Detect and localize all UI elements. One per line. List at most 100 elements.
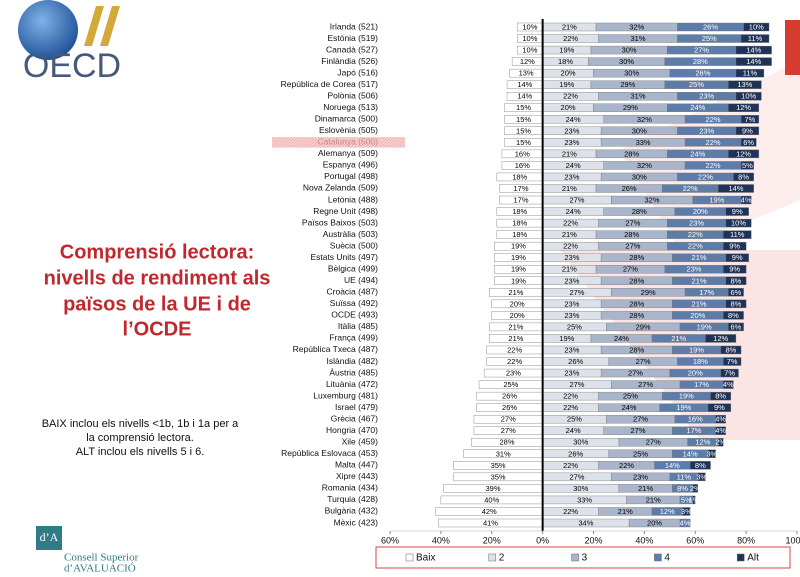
data-label: 30% (573, 484, 588, 493)
category-label: OCDE (493) (331, 310, 378, 320)
data-label: 10% (522, 22, 537, 31)
data-label: 20% (647, 518, 662, 527)
data-label: 22% (563, 92, 578, 101)
category-label: UE (494) (344, 275, 378, 285)
bar-segment (717, 438, 724, 447)
data-label: 19% (697, 322, 712, 331)
data-label: 19% (709, 196, 724, 205)
data-label: 21% (646, 495, 661, 504)
bar-segment (735, 45, 772, 55)
data-label: 9% (742, 126, 753, 135)
data-label: 23% (686, 265, 701, 274)
data-label: 22% (563, 242, 578, 251)
data-label: 28% (624, 230, 639, 239)
data-label: 21% (671, 334, 686, 343)
category-label: Bulgària (432) (325, 506, 379, 516)
data-label: 19% (679, 392, 694, 401)
data-label: 22% (688, 242, 703, 251)
logo-line: d’AVALUACIÓ (64, 563, 136, 572)
data-label: 30% (573, 438, 588, 447)
data-label: 23% (564, 276, 579, 285)
logo-text: OECD (23, 47, 121, 85)
data-label: 15% (516, 115, 531, 124)
data-label: 20% (690, 311, 705, 320)
data-label: 2% (715, 438, 726, 447)
x-tick-label: 80% (737, 535, 755, 545)
data-label: 18% (512, 172, 527, 181)
data-label: 28% (629, 253, 644, 262)
data-label: 12% (736, 149, 751, 158)
data-label: 21% (638, 484, 653, 493)
data-label: 3% (706, 449, 717, 458)
data-label: 20% (688, 369, 703, 378)
data-label: 30% (622, 46, 637, 55)
category-label: Lituània (472) (326, 379, 378, 389)
x-tick-label: 20% (584, 535, 602, 545)
data-label: 8% (731, 299, 742, 308)
category-label: Bèlgica (499) (328, 263, 378, 273)
category-label: França (499) (329, 333, 378, 343)
data-label: 14% (517, 80, 532, 89)
data-label: 10% (741, 92, 756, 101)
data-label: 27% (569, 288, 584, 297)
data-label: 40% (484, 495, 499, 504)
category-label: Austràlia (503) (323, 229, 378, 239)
x-tick-label: 40% (432, 535, 450, 545)
data-label: 26% (622, 184, 637, 193)
data-label: 8% (715, 392, 726, 401)
data-label: 22% (619, 461, 634, 470)
bar-segment (740, 34, 770, 43)
bar-segment (707, 449, 716, 458)
bar-segment (682, 507, 691, 516)
data-label: 21% (508, 288, 523, 297)
data-label: 27% (623, 265, 638, 274)
legend-label: 2 (499, 553, 505, 564)
data-label: 9% (732, 207, 743, 216)
data-label: 20% (510, 311, 525, 320)
data-label: 8% (738, 172, 749, 181)
data-label: 28% (624, 149, 639, 158)
data-label: 22% (563, 461, 578, 470)
data-label: 23% (699, 92, 714, 101)
data-label: 22% (706, 138, 721, 147)
data-label: 28% (629, 299, 644, 308)
data-label: 6% (731, 288, 742, 297)
data-label: 7% (724, 369, 735, 378)
bar-segment (728, 103, 760, 112)
data-label: 39% (486, 484, 501, 493)
data-label: 18% (512, 207, 527, 216)
data-label: 15% (516, 126, 531, 135)
data-label: 30% (624, 69, 639, 78)
highlight (272, 137, 405, 148)
data-label: 19% (511, 276, 526, 285)
data-label: 22% (507, 345, 522, 354)
background-shape (560, 250, 800, 440)
data-label: 13% (519, 69, 534, 78)
bar-segment (692, 495, 696, 505)
data-label: 29% (641, 288, 656, 297)
bar-segment (728, 80, 762, 89)
bar-segment (735, 68, 765, 78)
bar-segment (725, 218, 752, 228)
category-label: Suècia (500) (330, 240, 378, 250)
logo-globe (18, 0, 78, 60)
bar-segment (707, 403, 732, 412)
data-label: 30% (632, 172, 647, 181)
data-label: 8% (695, 461, 706, 470)
data-label: 23% (699, 126, 714, 135)
bar-segment (715, 414, 726, 424)
category-label: Canadà (527) (326, 44, 378, 54)
data-label: 21% (692, 253, 707, 262)
data-label: 21% (618, 507, 633, 516)
data-label: 10% (522, 46, 537, 55)
data-label: 4% (680, 518, 691, 527)
note-line: la comprensió lectora. (86, 432, 194, 444)
note-line: BAIX inclou els nivells <1b, 1b i 1a per… (42, 418, 239, 430)
data-label: 32% (637, 161, 652, 170)
data-label: 5% (681, 495, 692, 504)
data-label: 27% (625, 242, 640, 251)
category-label: Finlàndia (526) (321, 56, 378, 66)
data-label: 22% (563, 34, 578, 43)
data-label: 22% (698, 172, 713, 181)
